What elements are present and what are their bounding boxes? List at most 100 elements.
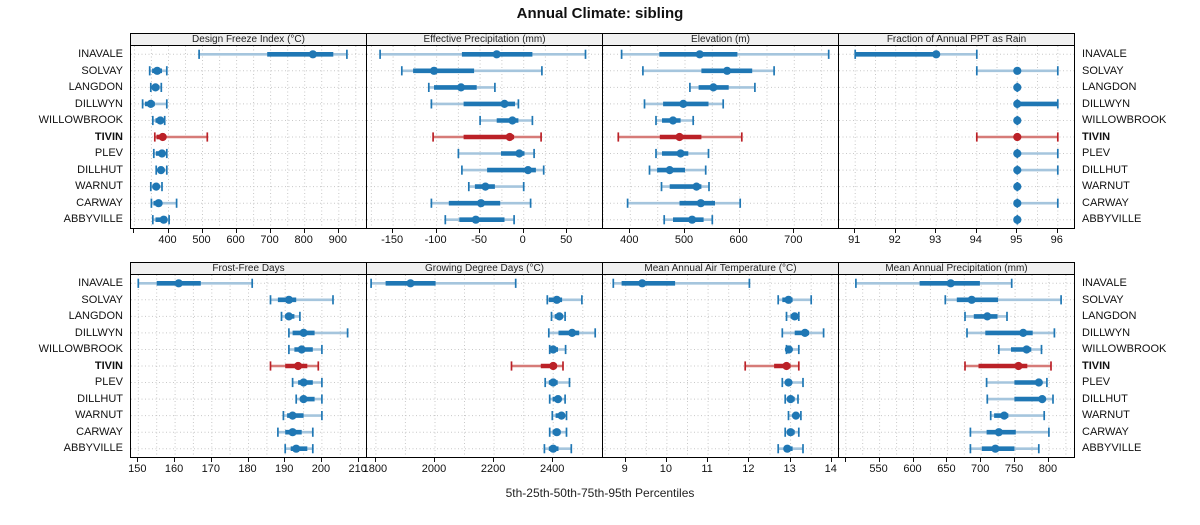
site-label-carway: CARWAY xyxy=(1082,196,1129,209)
site-label-inavale: INAVALE xyxy=(78,277,123,289)
chart-title: Annual Climate: sibling xyxy=(516,5,684,22)
x-axis: 91 92 93 94 95 96 xyxy=(838,229,1075,250)
axis-tick-label: 11 xyxy=(701,463,713,475)
site-label-dillwyn: DILLWYN xyxy=(1082,97,1131,110)
site-label-warnut: WARNUT xyxy=(75,180,123,193)
axis-tick-label: 93 xyxy=(929,234,942,246)
panel-title: Frost-Free Days xyxy=(130,262,367,275)
x-axis: 400 500 600 700 xyxy=(602,229,839,250)
axis-tick xyxy=(566,229,568,233)
axis-tick xyxy=(935,229,937,233)
axis-tick xyxy=(894,229,896,233)
panel-mean-annual-precipitation-mm: Mean Annual Precipitation (mm) 550 600 650 7… xyxy=(838,262,1075,479)
axis-tick-label: 95 xyxy=(1010,234,1023,246)
axis-tick-label: 500 xyxy=(674,234,694,246)
panel-row-bottom: INAVALE SOLVAY LANGDON DILLWYN WILLOWBROOK TI… xyxy=(0,262,1200,479)
site-label-plev: PLEV xyxy=(1082,147,1111,160)
panel-row-top: INAVALE SOLVAY LANGDON DILLWYN WILLOWBROOK TI… xyxy=(0,33,1200,250)
x-axis: 550 600 650 700 750 800 xyxy=(838,458,1075,479)
site-label-willowbrook: WILLOWBROOK xyxy=(1082,114,1167,127)
site-label-carway: CARWAY xyxy=(76,196,123,209)
site-label-solvay: SOLVAY xyxy=(1082,64,1124,77)
axis-tick xyxy=(1047,458,1049,462)
panel-elevation-m: Elevation (m) 400 500 600 700 xyxy=(602,33,839,250)
axis-tick-label: 400 xyxy=(158,234,177,246)
panel-title: Mean Annual Air Temperature (°C) xyxy=(602,262,839,275)
axis-tick xyxy=(235,229,237,233)
site-label-tivin: TIVIN xyxy=(1082,359,1111,372)
panel-title: Growing Degree Days (°C) xyxy=(366,262,603,275)
site-label-dillhut: DILLHUT xyxy=(77,163,123,176)
site-label-willowbrook: WILLOWBROOK xyxy=(1082,343,1167,356)
axis-tick xyxy=(707,458,709,462)
site-label-dillwyn: DILLWYN xyxy=(74,326,123,339)
site-label-warnut: WARNUT xyxy=(1082,409,1130,422)
axis-tick-label: 210 xyxy=(348,463,367,475)
axis-tick-label: 800 xyxy=(294,234,313,246)
axis-tick xyxy=(878,458,880,462)
axis-tick-label: 170 xyxy=(201,463,220,475)
axis-tick xyxy=(284,458,286,462)
site-label-inavale: INAVALE xyxy=(78,48,123,60)
panel-plot-area xyxy=(602,275,839,458)
site-label-langdon: LANGDON xyxy=(68,81,123,94)
axis-tick-label: 0 xyxy=(519,234,526,246)
site-label-abbyville: ABBYVILLE xyxy=(1082,213,1142,226)
axis-tick-label: 190 xyxy=(275,463,294,475)
percentiles-caption: 5th-25th-50th-75th-95th Percentiles xyxy=(505,486,695,500)
site-label-tivin: TIVIN xyxy=(1082,130,1111,143)
panel-plot-area xyxy=(130,275,367,458)
site-label-langdon: LANGDON xyxy=(68,310,123,323)
axis-tick xyxy=(738,229,740,233)
axis-tick xyxy=(479,229,481,233)
axis-tick-label: 900 xyxy=(328,234,347,246)
site-label-langdon: LANGDON xyxy=(1082,81,1137,94)
site-label-inavale: INAVALE xyxy=(1082,277,1127,289)
axis-tick-label: 600 xyxy=(729,234,748,246)
panel-design-freeze-index-c: Design Freeze Index (°C) 400 500 600 700 800 9… xyxy=(130,33,367,250)
site-label-dillhut: DILLHUT xyxy=(1082,163,1128,176)
x-axis: 400 500 600 700 800 900 xyxy=(130,229,367,250)
row-labels-left: INAVALE SOLVAY LANGDON DILLWYN WILLOWBROOK TI… xyxy=(0,262,130,479)
site-label-plev: PLEV xyxy=(94,147,123,160)
axis-tick-label: -100 xyxy=(424,234,447,246)
axis-tick xyxy=(975,229,977,233)
axis-tick-label: 2400 xyxy=(539,463,565,475)
axis-tick-label: 50 xyxy=(560,234,573,246)
axis-tick-label: 2200 xyxy=(480,463,506,475)
panel-plot-area xyxy=(838,46,1075,229)
panel-plot-area xyxy=(838,275,1075,458)
axis-tick xyxy=(247,458,249,462)
axis-tick-label: 600 xyxy=(903,463,922,475)
axis-tick-label: 500 xyxy=(192,234,211,246)
panel-title: Effective Precipitation (mm) xyxy=(366,33,603,46)
site-label-dillwyn: DILLWYN xyxy=(1082,326,1131,339)
axis-tick-label: 180 xyxy=(238,463,257,475)
panel-effective-precipitation-mm: Effective Precipitation (mm) -150 -100 -50 0… xyxy=(366,33,603,250)
axis-tick-label: 96 xyxy=(1050,234,1063,246)
axis-tick xyxy=(201,229,203,233)
axis-tick-label: 12 xyxy=(742,463,755,475)
axis-tick xyxy=(434,458,435,462)
axis-tick xyxy=(684,229,685,233)
site-label-willowbrook: WILLOWBROOK xyxy=(38,343,123,356)
axis-tick-label: 700 xyxy=(784,234,803,246)
axis-tick xyxy=(133,229,135,233)
axis-tick-label: 600 xyxy=(226,234,245,246)
site-label-dillhut: DILLHUT xyxy=(1082,392,1128,405)
axis-tick xyxy=(844,458,846,462)
axis-tick-label: -150 xyxy=(381,234,404,246)
panel-title: Mean Annual Precipitation (mm) xyxy=(838,262,1075,275)
panel-plot-area xyxy=(130,46,367,229)
row-labels-right: INAVALE SOLVAY LANGDON DILLWYN WILLOWBROOK TI… xyxy=(1075,262,1197,479)
panel-title: Design Freeze Index (°C) xyxy=(130,33,367,46)
axis-tick xyxy=(629,229,631,233)
axis-tick-label: 13 xyxy=(783,463,796,475)
site-label-plev: PLEV xyxy=(1082,376,1111,389)
site-label-willowbrook: WILLOWBROOK xyxy=(38,114,123,127)
axis-tick-label: 150 xyxy=(128,463,147,475)
x-axis: 150 160 170 180 190 200 210 xyxy=(128,458,367,479)
axis-tick-label: 750 xyxy=(1004,463,1024,475)
axis-tick xyxy=(493,458,495,462)
